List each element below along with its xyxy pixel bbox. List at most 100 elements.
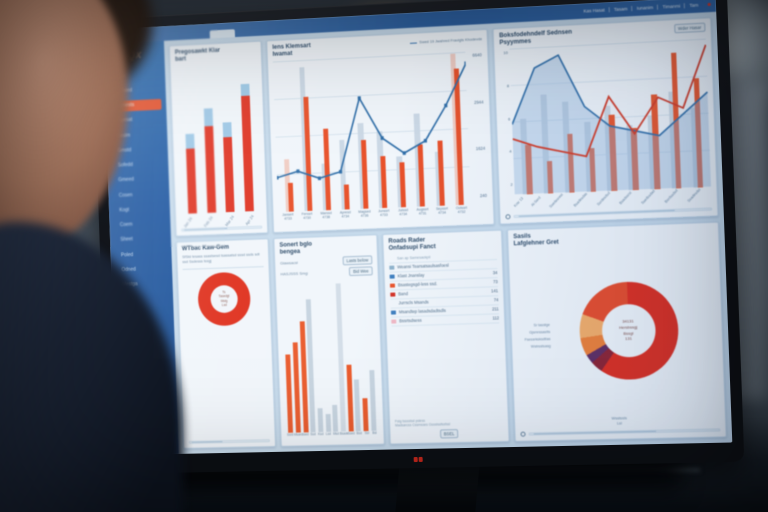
bar-segment-base <box>223 136 235 213</box>
card-donut-simple: WTbac Kaw-Gem SfStd tesass ssastsesd tsa… <box>175 238 277 449</box>
card-scrollbar[interactable] <box>528 428 721 436</box>
combo-line-svg <box>273 52 471 212</box>
top-menu-item[interactable]: Tam <box>689 2 699 9</box>
donut-center-line: Lsd <box>221 302 227 308</box>
bar-segment-cap <box>185 134 195 149</box>
sidebar-item[interactable]: Coem <box>119 221 133 229</box>
donut-chart: 34131 Hersbssgj Bssgl 131 <box>577 279 680 381</box>
segment-label: Sr tasstge <box>533 322 550 327</box>
field-label: HASJSSS Smgl <box>280 270 309 277</box>
legend-toggle-icon[interactable] <box>520 431 526 437</box>
dual-plot <box>509 39 712 195</box>
value-bar <box>292 342 301 433</box>
segment-label: Gjsmrssastts <box>529 329 551 335</box>
scroll-thumb[interactable] <box>183 227 228 231</box>
segment-label: Wstrsstsasg <box>530 343 551 349</box>
donut-chart: Ts Tasedgt Mstg Lsd <box>197 271 252 327</box>
x-tick-label: Magsed 4736 <box>358 209 371 219</box>
line-legend-icon <box>410 41 418 44</box>
segment-label: Fsessrksksdtlas <box>524 336 551 342</box>
view-button[interactable]: Wder Hasar <box>673 22 706 34</box>
sidebar-item[interactable]: Poled <box>120 251 134 258</box>
swatch-icon <box>389 274 395 279</box>
scroll-thumb[interactable] <box>533 430 657 435</box>
bar-group <box>202 68 216 213</box>
row-label: Bssrtsdsess <box>399 318 422 324</box>
bar-group <box>240 66 254 212</box>
notification-dot-icon <box>707 2 711 7</box>
row-value: 141 <box>490 288 499 294</box>
x-tick-label: Ferssrt 4730 <box>301 211 313 221</box>
mini-bars <box>281 276 379 433</box>
row-value: 74 <box>493 297 499 303</box>
legend-label: Swed 19 Jwahred Fravigts Khodevde <box>419 37 483 45</box>
card-donut-multi: Sasils Lafglehner Gret Sr tasstge Gjsmrss… <box>506 221 727 442</box>
mini-x-labels: Ssrd Msard Bsede Ssd Ksd Lsd Msd Bsadesd Ssedsd B… <box>286 431 379 442</box>
donut-center: Ts Tasedgt Mstg Lsd <box>210 284 239 313</box>
x-tick-label: Octssrt 4732 <box>455 205 468 215</box>
legend-toggle-icon[interactable] <box>505 214 511 220</box>
bar-segment-cap <box>240 83 250 96</box>
value-bar <box>285 354 294 433</box>
monitor-brand-logo-icon <box>413 456 423 463</box>
top-menu-item[interactable]: Tasam <box>609 5 633 13</box>
top-menu-item[interactable]: Kas Hasat <box>579 7 610 14</box>
value-bar <box>354 379 361 432</box>
top-menu-item[interactable]: Timanmi <box>658 3 686 10</box>
donut-center: 34131 Hersbssgj Bssgl 131 <box>600 303 656 358</box>
y-tick-label: 4 <box>509 148 512 154</box>
sidebar-item[interactable]: Kogt <box>119 206 130 214</box>
x-tick-label: Apresd 4734 <box>339 210 351 220</box>
row-label: Jurrscls Msands <box>398 299 429 306</box>
combo-markers <box>275 61 468 181</box>
filter-button[interactable]: Lasts below <box>342 255 373 266</box>
x-tick-label: Jansert 4733 <box>282 212 294 222</box>
card-combo-chart: Iens Klemsart Iwamat Swed 19 Jwahred Fra… <box>266 28 496 233</box>
row-value: 112 <box>492 315 500 321</box>
row-label: Band <box>398 291 409 297</box>
bar-group <box>183 69 198 214</box>
row-label: Klast Jnanslay <box>397 272 425 279</box>
donut-segment-labels: Sr tasstge Gjsmrssastts Fsessrksksdtlas Wst… <box>517 322 550 348</box>
x-tick-label: Junssrt 4733 <box>378 208 390 218</box>
y-tick-label: 8 <box>506 83 510 89</box>
card-subtitle: Iwamat <box>272 51 293 59</box>
legend-table: San ap Samesackpil Weansi Tearsatsaulsas… <box>388 251 503 417</box>
dual-line-svg <box>510 39 712 195</box>
y-tick-label: 6 <box>507 115 511 122</box>
y-tick-label: 2 <box>510 181 513 187</box>
value-bar <box>346 364 354 432</box>
sidebar-item[interactable]: Cosen <box>118 191 133 199</box>
x-tick-label: Augssrt 4731 <box>416 207 429 217</box>
bar-segment-cap <box>203 108 213 127</box>
sidebar-item[interactable]: Sofedd <box>117 161 133 169</box>
bar-segment-cap <box>222 122 233 138</box>
blue-area <box>510 48 712 195</box>
details-button[interactable]: BSEL <box>439 429 459 439</box>
row-label: Bsastegsgd-less ssd. <box>397 281 438 288</box>
sidebar-item[interactable]: Gmeed <box>118 176 134 184</box>
y-tick-label: 240 <box>479 192 487 199</box>
card-scrollbar[interactable] <box>188 439 270 444</box>
top-menu-item[interactable]: Iunanim <box>632 4 659 12</box>
sidebar-item[interactable]: Sheet <box>120 236 133 243</box>
card-legend-table: Roads Rader Onfadsupi Fanct San ap Sames… <box>382 229 510 445</box>
stacked-bars <box>175 60 261 214</box>
y-tick-label: 10 <box>503 50 508 56</box>
trend-line <box>273 64 470 181</box>
value-bar <box>368 370 377 431</box>
combo-plot <box>272 52 472 213</box>
table-row[interactable]: Bssrtsdsess 112 <box>391 314 500 327</box>
bar-group <box>221 67 235 213</box>
row-value: 73 <box>492 279 498 285</box>
bar-segment-base <box>204 125 216 213</box>
card-stacked-bar: Pregosawkt Klar bart Jan 24 Feb 24 Mar 24 A… <box>168 40 269 237</box>
card-dual-line: Boksfodehndelf Sednsen Psyymmes Wder Has… <box>492 17 719 225</box>
x-tick-label: Bsl <box>372 430 377 435</box>
x-tick-label: Marssd 4738 <box>320 210 332 220</box>
scroll-thumb[interactable] <box>191 441 223 443</box>
donut-center-line: 131 <box>625 335 633 342</box>
bar-segment-base <box>240 95 254 212</box>
